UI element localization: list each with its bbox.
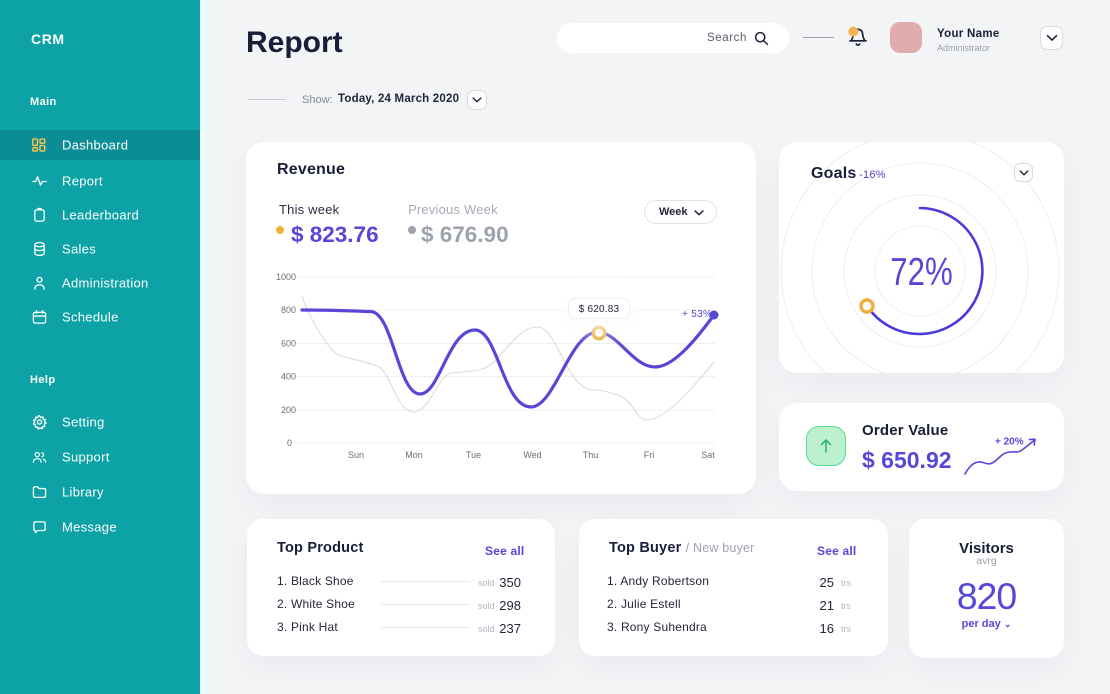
svg-text:Thu: Thu xyxy=(583,450,599,460)
svg-text:200: 200 xyxy=(281,405,296,415)
svg-text:+ 20%: + 20% xyxy=(995,437,1024,448)
svg-text:Tue: Tue xyxy=(466,450,481,460)
svg-text:400: 400 xyxy=(281,372,296,382)
svg-text:Sat: Sat xyxy=(701,450,715,460)
svg-text:600: 600 xyxy=(281,339,296,349)
svg-text:0: 0 xyxy=(287,438,292,448)
svg-text:Mon: Mon xyxy=(405,450,423,460)
svg-text:Wed: Wed xyxy=(523,450,541,460)
svg-text:1000: 1000 xyxy=(276,272,296,282)
svg-text:800: 800 xyxy=(281,305,296,315)
svg-text:Fri: Fri xyxy=(644,450,655,460)
svg-text:Sun: Sun xyxy=(348,450,364,460)
